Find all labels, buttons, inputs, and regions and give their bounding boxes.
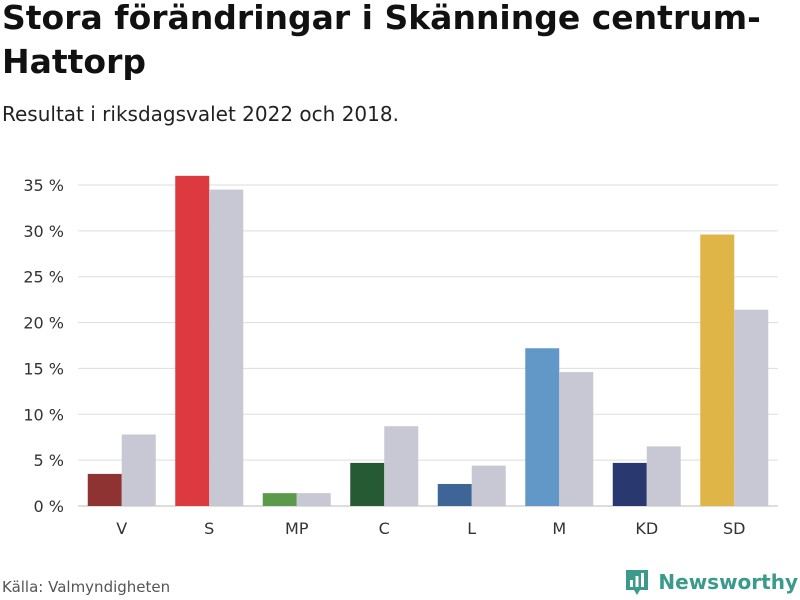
y-tick-label-35: 35 % [23,176,64,195]
bar-2022-m [525,348,560,506]
bar-2022-v [87,473,122,506]
y-tick-label-20: 20 % [23,314,64,333]
bar-2022-l [437,483,472,506]
x-tick-label-sd: SD [723,519,745,538]
brand-name: Newsworthy [658,570,798,594]
bar-2018-mp [296,493,331,506]
chart-title: Stora förändringar i Skänninge centrum-H… [2,0,761,81]
bar-2018-c [384,426,419,506]
x-tick-label-c: C [379,519,390,538]
bar-2018-l [471,465,506,506]
bar-2018-kd [646,446,681,506]
bar-2018-sd [734,309,769,506]
bar-chart: 0 % 5 % 10 % 15 % 20 % 25 % 30 % 35 % V S MP C L M KD S… [23,175,778,538]
brand[interactable]: Newsworthy [624,568,798,596]
x-tick-label-s: S [204,519,214,538]
y-tick-label-0: 0 % [34,497,64,516]
bar-chart-logo-icon [626,570,649,595]
x-tick-label-kd: KD [635,519,658,538]
bar-2022-s [175,175,210,507]
bar-2018-m [559,372,594,506]
chart-subtitle: Resultat i riksdagsvalet 2022 och 2018. [2,102,399,126]
bar-2018-s [209,189,244,507]
x-tick-label-v: V [116,519,127,538]
source-note: Källa: Valmyndigheten [2,578,171,596]
bar-2022-sd [700,234,735,507]
y-tick-label-30: 30 % [23,222,64,241]
y-tick-label-5: 5 % [34,451,64,470]
y-tick-label-25: 25 % [23,268,64,287]
y-tick-label-15: 15 % [23,359,64,378]
y-tick-label-10: 10 % [23,405,64,424]
bar-2022-mp [262,493,297,506]
bar-2022-kd [612,462,647,506]
x-tick-label-l: L [467,519,476,538]
bar-2022-c [350,462,385,506]
x-tick-label-mp: MP [285,519,309,538]
bar-2018-v [121,434,156,506]
x-tick-label-m: M [552,519,566,538]
